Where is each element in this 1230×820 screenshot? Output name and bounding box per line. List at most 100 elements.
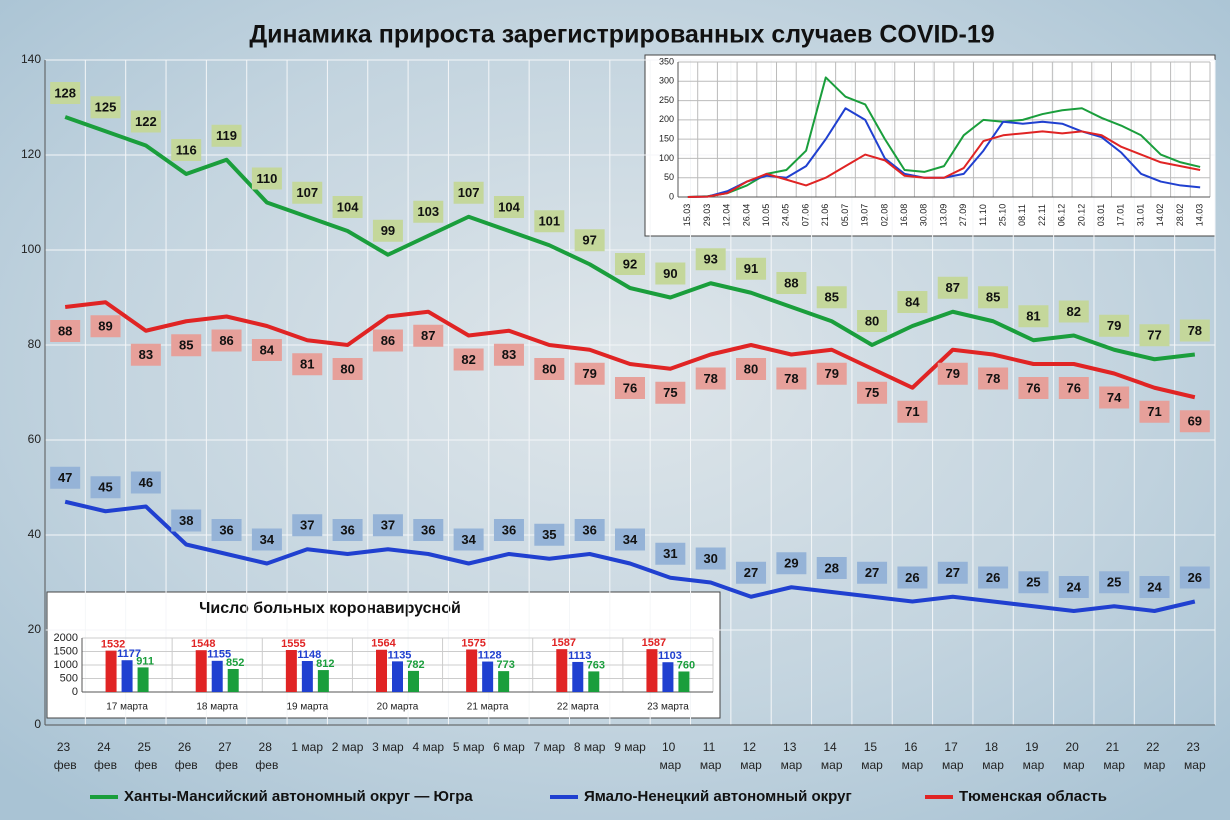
x-tick-label: 8 мар — [574, 740, 606, 754]
bar — [137, 667, 149, 692]
x-tick-label-part: 22 — [1146, 740, 1163, 754]
x-tick-label: 25 фев — [134, 740, 157, 772]
x-tick-label: 24 фев — [94, 740, 117, 772]
data-label: 107 — [458, 185, 480, 200]
y-tick-label: 2000 — [54, 632, 78, 644]
data-label: 34 — [461, 532, 476, 547]
x-tick-label: 19 мар — [1023, 740, 1045, 772]
data-label-bg — [655, 542, 686, 565]
data-label-bg — [1099, 571, 1130, 594]
data-label-bg — [1018, 571, 1049, 594]
data-label: 81 — [1026, 309, 1040, 324]
x-tick-label-part: мар — [861, 758, 883, 772]
data-label-bg — [453, 348, 484, 371]
x-tick-label: 08.11 — [1017, 204, 1027, 226]
data-label-bg — [90, 96, 121, 119]
y-tick-label: 40 — [28, 527, 42, 541]
bar — [646, 649, 658, 692]
x-tick-label-part: 19 — [1025, 740, 1042, 754]
x-tick-label: 02.08 — [879, 204, 889, 227]
data-label: 86 — [381, 333, 395, 348]
data-label: 34 — [623, 532, 638, 547]
data-label: 79 — [582, 366, 596, 381]
x-tick-label-part: 15 — [864, 740, 881, 754]
bar — [227, 668, 239, 692]
y-tick-label: 100 — [21, 242, 41, 256]
x-tick-label: 24.05 — [781, 204, 791, 227]
x-tick-label: 21 марта — [467, 702, 509, 713]
bar-value-label: 1155 — [207, 649, 231, 661]
data-label: 27 — [865, 565, 879, 580]
data-label: 103 — [417, 204, 439, 219]
bar-value-label: 1587 — [642, 637, 666, 649]
data-label-bg — [937, 276, 968, 299]
y-tick-label: 50 — [664, 172, 674, 182]
data-label: 122 — [135, 114, 157, 129]
bar-value-label: 1103 — [658, 650, 682, 662]
data-label: 75 — [663, 385, 677, 400]
data-label-bg — [211, 124, 242, 147]
data-label-bg — [574, 362, 605, 385]
x-tick-label-part: 14 — [823, 740, 840, 754]
data-label-bg — [655, 262, 686, 285]
data-label-bg — [453, 181, 484, 204]
y-tick-label: 300 — [659, 76, 674, 86]
data-label: 79 — [946, 366, 960, 381]
x-tick-label: 12 мар — [740, 740, 762, 772]
y-tick-label: 20 — [28, 622, 42, 636]
data-label: 88 — [58, 323, 72, 338]
y-tick-label: 0 — [669, 191, 674, 201]
data-label: 25 — [1026, 575, 1040, 590]
data-label: 88 — [784, 275, 798, 290]
data-label-bg — [171, 509, 202, 532]
data-label: 77 — [1147, 328, 1161, 343]
data-label: 38 — [179, 513, 193, 528]
data-label: 128 — [54, 85, 76, 100]
data-label: 85 — [986, 290, 1000, 305]
data-label: 36 — [502, 522, 516, 537]
data-label-bg — [211, 329, 242, 352]
x-tick-label-part: 12 — [743, 740, 760, 754]
x-tick-label-part: мар — [1144, 758, 1166, 772]
x-tick-label: 7 мар — [534, 740, 566, 754]
x-tick-label-part: 21 — [1106, 740, 1123, 754]
x-tick-label: 14.02 — [1155, 204, 1165, 227]
data-label: 82 — [1067, 304, 1081, 319]
data-label: 83 — [502, 347, 516, 362]
data-label-bg — [615, 377, 645, 399]
data-label: 99 — [381, 223, 395, 238]
bar — [466, 649, 478, 692]
inset-bar-title: Число больных коронавирусной — [199, 600, 461, 617]
data-label: 93 — [703, 252, 717, 267]
data-label-bg — [332, 196, 363, 218]
data-label: 37 — [300, 518, 314, 533]
x-tick-label-part: фев — [215, 758, 238, 772]
data-label: 92 — [623, 256, 637, 271]
data-label-bg — [695, 547, 726, 570]
data-label: 78 — [703, 371, 717, 386]
data-label: 80 — [542, 361, 556, 376]
data-label: 91 — [744, 261, 758, 276]
x-tick-label: 15.03 — [682, 204, 692, 227]
y-tick-label: 350 — [659, 56, 674, 66]
x-tick-label: 3 мар — [372, 740, 404, 754]
data-label-bg — [695, 248, 726, 271]
data-label-bg — [50, 82, 81, 104]
x-tick-label: 26 фев — [175, 740, 198, 772]
x-tick-label: 03.01 — [1096, 204, 1106, 227]
x-tick-label: 11 мар — [700, 740, 722, 772]
data-label-bg — [574, 229, 605, 252]
bar-value-label: 1135 — [388, 649, 412, 661]
data-label-bg — [937, 362, 968, 385]
data-label: 104 — [498, 199, 520, 214]
data-label-bg — [413, 200, 444, 223]
data-label-bg — [332, 519, 363, 541]
x-tick-label: 07.06 — [800, 204, 810, 227]
data-label-bg — [897, 291, 928, 313]
x-tick-label: 23 фев — [54, 740, 77, 772]
y-tick-label: 140 — [21, 52, 41, 66]
data-label: 87 — [421, 328, 435, 343]
bar-value-label: 1548 — [191, 638, 215, 650]
data-label: 104 — [337, 199, 359, 214]
data-label-bg — [372, 219, 403, 242]
